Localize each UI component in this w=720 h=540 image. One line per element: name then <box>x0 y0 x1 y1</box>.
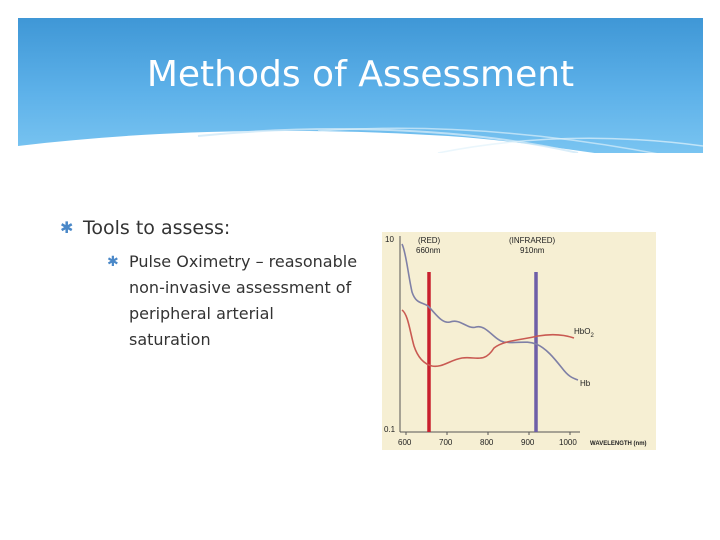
hb-label: Hb <box>580 379 591 388</box>
asterisk-bullet-icon: ✱ <box>107 254 119 270</box>
page-title: Methods of Assessment <box>146 54 575 95</box>
sub-bullet-text: Pulse Oximetry – reasonable non-invasive… <box>129 252 358 349</box>
y-top-label: 10 <box>385 235 394 244</box>
red-wavelength-label: 660nm <box>416 246 441 255</box>
bullet-list: ✱ Tools to assess: ✱ Pulse Oximetry – re… <box>60 215 360 353</box>
bullet-item: ✱ Tools to assess: ✱ Pulse Oximetry – re… <box>60 215 360 353</box>
absorption-spectrum-figure: 10 0.1 (RED) 660nm (INFRARED) 910nm 600 … <box>382 232 656 450</box>
x-tick-label: 800 <box>480 438 494 447</box>
title-banner: Methods of Assessment <box>18 18 703 153</box>
x-tick-label: 900 <box>521 438 535 447</box>
infrared-wavelength-label: 910nm <box>520 246 545 255</box>
figure-background <box>382 232 656 450</box>
hbo2-curve <box>401 309 575 368</box>
hbo2-label: HbO2 <box>574 327 594 339</box>
x-tick-label: 700 <box>439 438 453 447</box>
sub-bullet-item: ✱ Pulse Oximetry – reasonable non-invasi… <box>107 249 360 353</box>
asterisk-bullet-icon: ✱ <box>60 218 74 237</box>
x-tick-label: 600 <box>398 438 412 447</box>
infrared-label: (INFRARED) <box>509 236 556 245</box>
x-tick-label: 1000 <box>559 438 577 447</box>
banner-wave-decoration <box>18 127 703 153</box>
y-bottom-label: 0.1 <box>384 425 396 434</box>
bullet-text: Tools to assess: <box>83 217 231 239</box>
absorption-spectrum-image: 10 0.1 (RED) 660nm (INFRARED) 910nm 600 … <box>382 232 656 450</box>
hb-curve <box>401 243 579 381</box>
x-axis-label: WAVELENGTH (nm) <box>590 441 647 447</box>
red-label: (RED) <box>418 236 441 245</box>
